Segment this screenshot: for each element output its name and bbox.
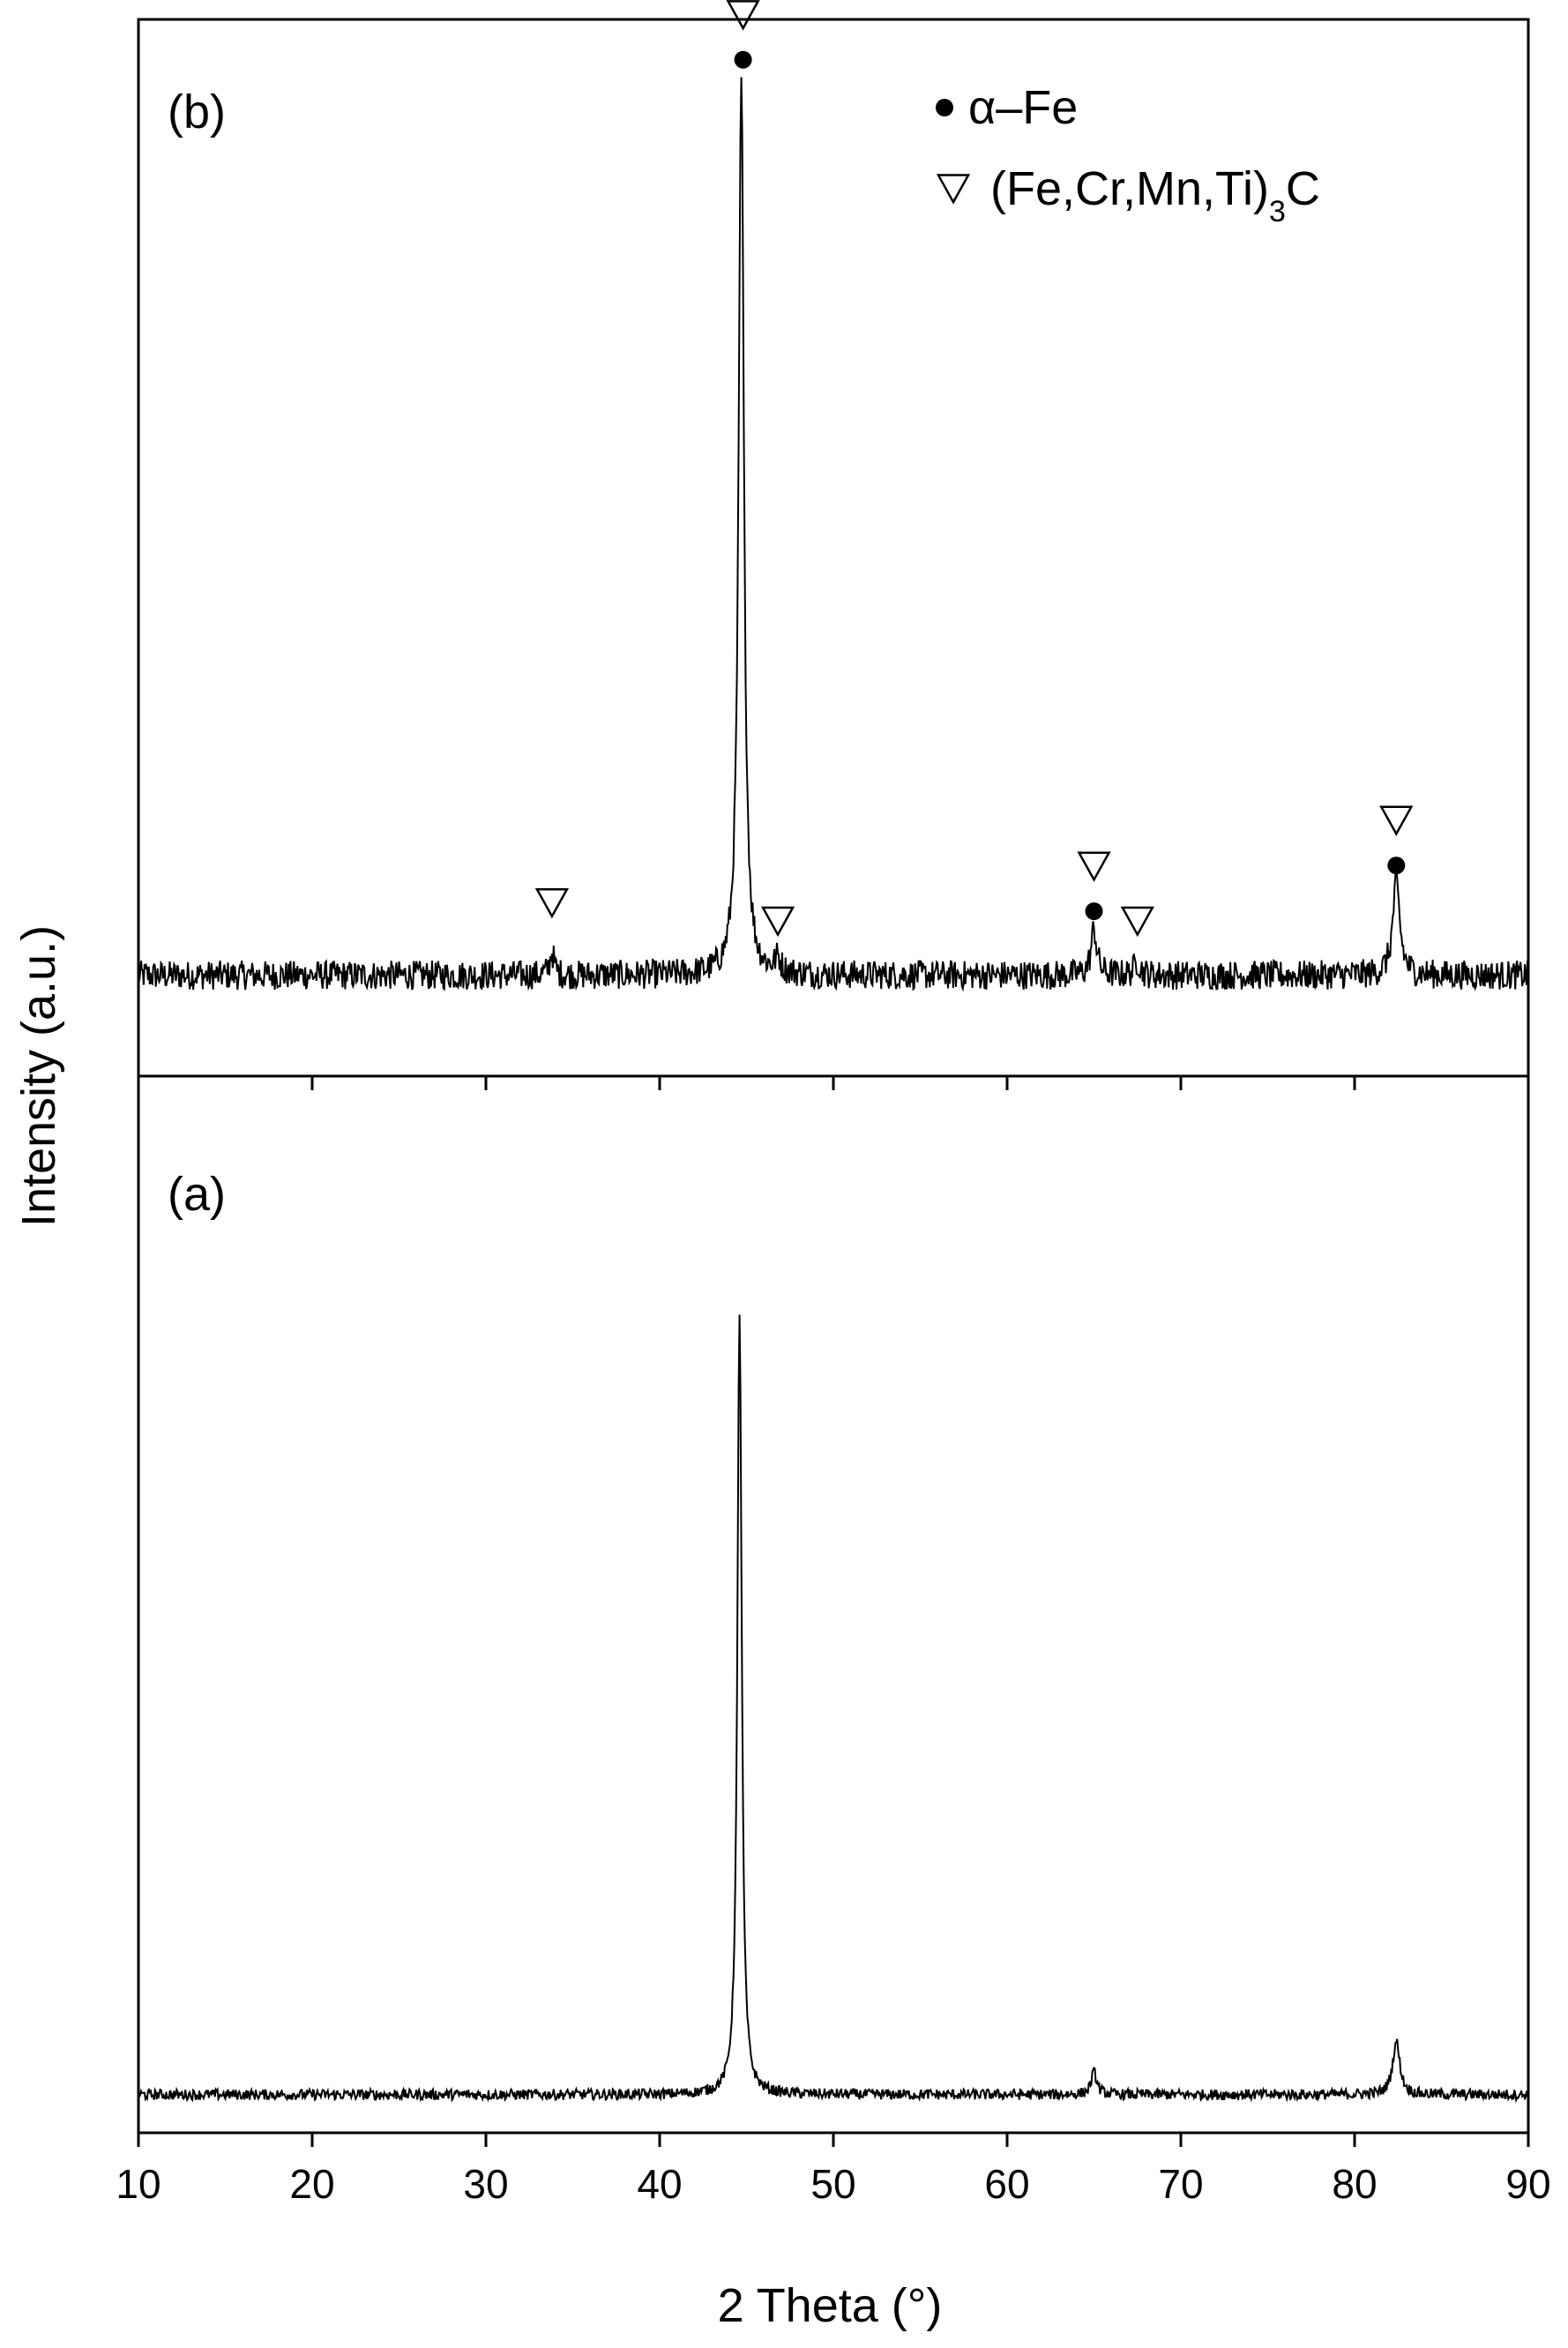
legend: α–Fe (Fe,Cr,Mn,Ti)3C (936, 81, 1320, 228)
x-tick-label: 50 (810, 2161, 855, 2207)
x-tick-label: 90 (1505, 2161, 1550, 2207)
x-tick-label: 80 (1332, 2161, 1377, 2207)
legend-carbide-marker (936, 174, 971, 205)
x-tick-label: 20 (289, 2161, 334, 2207)
panel-b: (b) (138, 0, 1529, 992)
xrd-pattern-line-b (138, 77, 1529, 992)
legend-carbide-label: (Fe,Cr,Mn,Ti)3C (990, 162, 1320, 228)
x-axis-ticks: 10 20 30 40 50 60 70 80 90 (116, 1076, 1551, 2207)
panel-label-b: (b) (168, 86, 226, 138)
x-axis-label: 2 Theta (°) (718, 2279, 943, 2332)
legend-alpha-fe-label: α–Fe (968, 81, 1078, 134)
carbide-marker (760, 906, 795, 938)
legend-alpha-fe-marker (936, 99, 953, 116)
x-tick-label: 60 (984, 2161, 1029, 2207)
xrd-pattern-line-a (138, 1314, 1529, 2104)
carbide-marker (726, 0, 760, 31)
x-tick-label: 70 (1158, 2161, 1203, 2207)
y-axis-label: Intensity (a.u.) (12, 925, 65, 1227)
panel-label-a: (a) (168, 1168, 226, 1221)
alpha-fe-marker (1387, 856, 1406, 875)
x-tick-label: 40 (637, 2161, 682, 2207)
alpha-fe-marker (734, 50, 752, 69)
carbide-marker (1120, 906, 1154, 938)
x-tick-label: 10 (116, 2161, 161, 2207)
x-tick-label: 30 (463, 2161, 508, 2207)
carbide-marker (1379, 805, 1414, 836)
alpha-fe-marker (1085, 902, 1103, 921)
panel-a: (a) (138, 1168, 1529, 2104)
carbide-marker (1077, 851, 1111, 882)
carbide-marker (534, 887, 570, 919)
